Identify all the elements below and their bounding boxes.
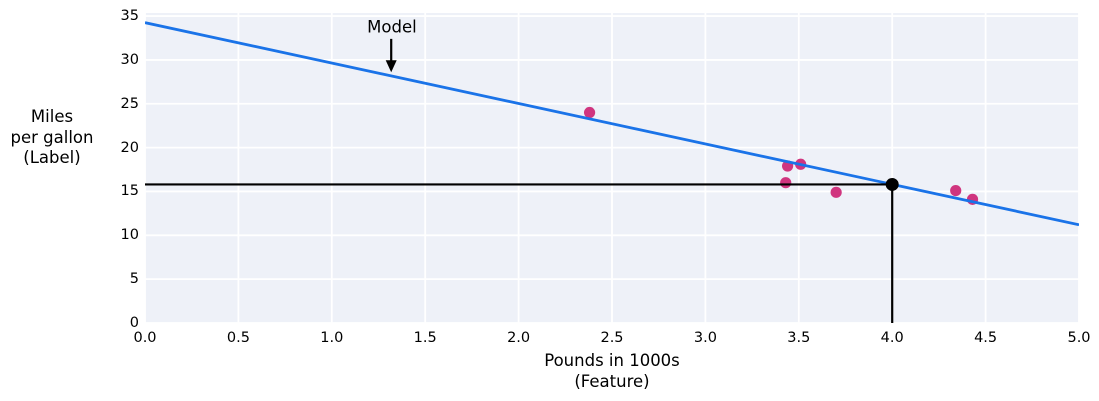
x-axis-label-line1: Pounds in 1000s [544, 351, 680, 370]
x-axis-label: Pounds in 1000s (Feature) [145, 351, 1079, 392]
y-axis-label-line1: Miles [30, 107, 74, 126]
x-tick-label: 3.5 [787, 330, 811, 346]
x-tick-label: 4.5 [974, 330, 998, 346]
y-tick-label: 35 [120, 8, 139, 25]
model-annotation-label: Model [367, 17, 417, 37]
x-tick-label: 2.5 [600, 330, 624, 346]
plot-svg [145, 13, 1079, 323]
y-tick-label: 15 [120, 183, 139, 200]
y-tick-label: 5 [129, 271, 139, 288]
y-axis-label: Miles per gallon (Label) [2, 107, 102, 169]
y-axis-label-line2: per gallon [10, 127, 94, 147]
model-line [145, 21, 1079, 227]
scatter-point [950, 184, 962, 197]
scatter-point [583, 106, 596, 119]
y-tick-label: 10 [120, 227, 139, 244]
x-tick-label: 4.0 [880, 330, 904, 346]
scatter-point [830, 186, 842, 198]
y-tick-label: 0 [129, 315, 139, 331]
model-arrow-head [385, 60, 397, 73]
y-tick-label: 20 [120, 139, 139, 156]
prediction-dot [885, 177, 899, 191]
x-axis-label-line2: (Feature) [574, 371, 650, 391]
x-tick-label: 3.0 [693, 330, 717, 346]
y-axis-label-line3: (Label) [23, 148, 81, 168]
y-tick-label: 25 [120, 95, 139, 112]
scatter-point [780, 177, 792, 189]
x-tick-label: 0.5 [226, 330, 250, 346]
plot-area [145, 13, 1079, 323]
x-tick-label: 1.0 [320, 330, 344, 346]
x-tick-label: 0.0 [133, 330, 157, 346]
x-tick-label: 5.0 [1067, 330, 1091, 346]
y-tick-label: 30 [120, 51, 139, 68]
x-tick-label: 2.0 [507, 330, 531, 346]
x-tick-label: 1.5 [413, 330, 437, 346]
